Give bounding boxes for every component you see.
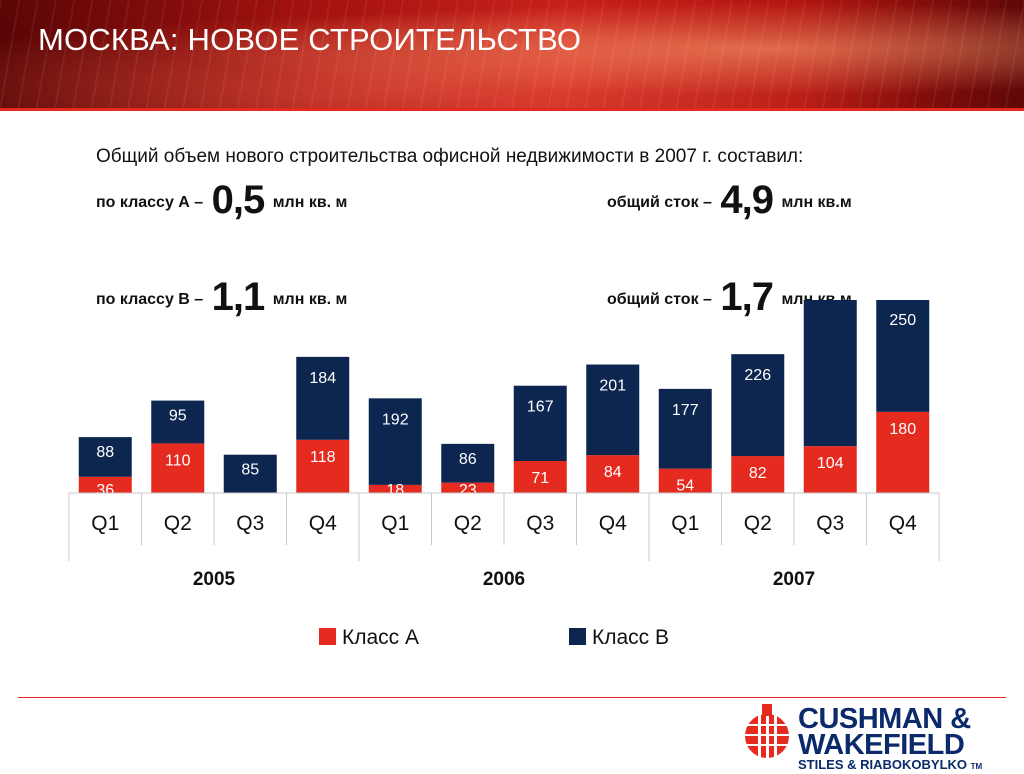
data-label-class-b: 226 [744,367,771,384]
legend-label-class-b: Класс В [592,626,670,649]
bar-class-b [803,300,857,447]
legend-item-class-a: Класс А [319,626,419,650]
bar-class-b [296,356,350,440]
x-tick-label: Q1 [671,512,699,535]
header-divider [0,108,1024,111]
data-label-class-a: 104 [817,455,844,472]
stat-class-a-unit: млн кв. м [272,194,348,211]
data-label-class-b: 184 [309,370,336,387]
bar-class-b [441,443,495,483]
data-label-class-b: 201 [599,378,626,395]
x-tick-label: Q3 [816,512,844,535]
data-label-class-b: 85 [241,462,259,479]
logo-line-2: WAKEFIELD [798,729,965,761]
stat-class-a: по классу А – 0,5 млн кв. м [96,178,347,223]
page-title: МОСКВА: НОВОЕ СТРОИТЕЛЬСТВО [38,22,582,57]
data-label-class-a: 18 [386,482,404,499]
bar-class-b [731,354,785,457]
bar-class-a [803,446,857,493]
logo-line-1: CUSHMAN & [798,703,971,735]
bar-class-a [151,443,205,493]
x-tick-label: Q1 [91,512,119,535]
company-logo: CUSHMAN & WAKEFIELD STILES & RIABOKOBYLK… [742,704,998,772]
data-label-class-b: 177 [672,402,699,419]
bar-class-b [876,300,930,412]
x-group-label: 2005 [193,569,236,590]
x-tick-label: Q2 [454,512,482,535]
data-label-class-a: 54 [676,478,694,495]
footer-divider [18,697,1006,698]
data-label-class-a: 71 [531,470,549,487]
stacked-bar-chart: 36 88 110 95 85 118 184 18 192 23 86 71 167 84 201 54 17… [68,300,940,590]
bar-class-b [368,398,422,485]
stat-class-a-value: 0,5 [211,178,266,222]
data-label-class-b: 95 [169,408,187,425]
intro-text: Общий объем нового строительства офисной… [96,146,804,167]
logo-mark-icon [745,704,789,758]
data-label-class-b: 250 [889,312,916,329]
stat-class-b: по классу В – 1,1 млн кв. м [96,275,347,320]
x-group-label: 2006 [483,569,525,590]
bar-class-b [223,454,277,493]
data-label-class-a: 23 [459,482,477,499]
legend-item-class-b: Класс В [569,626,669,650]
logo-line-3-text: STILES & RIABOKOBYLKO [798,757,968,772]
header-photo-texture [0,0,1024,108]
legend-swatch-class-a [319,628,336,645]
x-tick-label: Q4 [599,512,627,535]
data-label-class-b: 386 [817,300,844,302]
bar-class-a [731,456,785,493]
x-group-label: 2007 [773,569,815,590]
bar-class-a [586,455,640,493]
x-tick-label: Q2 [164,512,192,535]
stat-class-a-stock-label: общий сток – [607,194,712,211]
legend-swatch-class-b [569,628,586,645]
stat-class-a-stock-unit: млн кв.м [781,194,852,211]
logo-wordmark: CUSHMAN & WAKEFIELD STILES & RIABOKOBYLK… [798,703,982,774]
data-label-class-b: 192 [382,411,409,428]
bar-class-a [441,482,495,493]
bar-class-a [296,439,350,493]
stat-class-b-label: по классу В – [96,291,204,308]
logo-tm: TM [970,762,983,771]
x-tick-label: Q3 [526,512,554,535]
bar-class-a [78,476,132,493]
stat-class-b-value: 1,1 [211,275,266,319]
data-label-class-a: 82 [749,465,767,482]
stat-class-a-label: по классу А – [96,194,204,211]
bar-class-b [586,364,640,456]
data-label-class-b: 86 [459,451,477,468]
bar-class-a [368,484,422,493]
bar-class-a [658,468,712,493]
stat-class-a-stock-value: 4,9 [720,178,774,222]
data-label-class-b: 88 [96,444,114,461]
x-tick-label: Q4 [889,512,917,535]
stat-class-b-stock: общий сток – 1,7 млн кв.м [607,275,852,320]
stat-class-a-stock: общий сток – 4,9 млн кв.м [607,178,852,223]
stat-class-b-stock-value: 1,7 [720,275,774,319]
data-label-class-a: 84 [604,464,622,481]
bar-class-b [151,400,205,444]
data-label-class-a: 110 [165,452,191,469]
x-tick-label: Q1 [381,512,409,535]
stat-class-b-stock-label: общий сток – [607,291,712,308]
data-label-class-a: 36 [96,482,114,499]
data-label-class-a: 118 [310,449,336,466]
x-tick-label: Q3 [236,512,264,535]
legend-label-class-a: Класс А [342,626,420,649]
data-label-class-a: 180 [889,421,916,438]
x-tick-label: Q2 [744,512,772,535]
header-banner: МОСКВА: НОВОЕ СТРОИТЕЛЬСТВО [0,0,1024,108]
logo-line-3: STILES & RIABOKOBYLKO TM [798,758,982,774]
stat-class-b-unit: млн кв. м [272,291,348,308]
data-label-class-b: 167 [527,399,554,416]
x-tick-label: Q4 [309,512,337,535]
bar-class-a [876,411,930,493]
bar-class-b [78,437,132,477]
bar-class-b [658,388,712,469]
bar-class-a [513,460,567,493]
bar-class-b [513,385,567,461]
